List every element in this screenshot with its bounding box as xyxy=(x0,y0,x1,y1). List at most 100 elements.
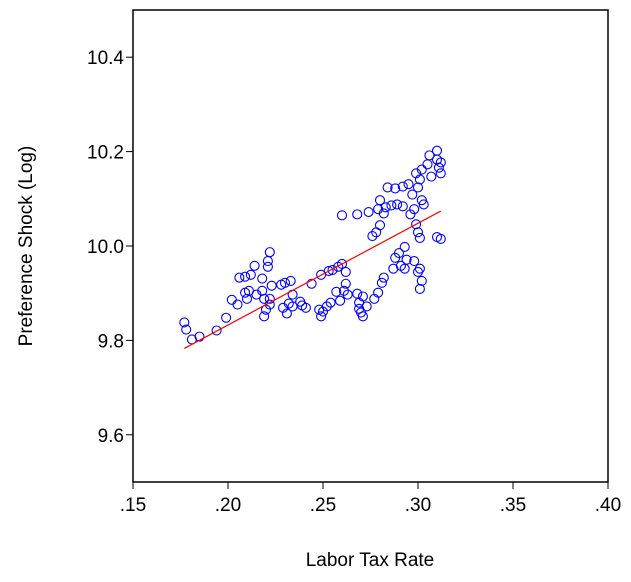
y-tick-label: 10.4 xyxy=(87,48,124,69)
scatter-point xyxy=(245,269,256,280)
scatter-point xyxy=(257,285,268,296)
scatter-point xyxy=(257,273,268,284)
scatter-point xyxy=(323,265,334,277)
scatter-point xyxy=(373,287,384,298)
scatter-point xyxy=(367,231,378,242)
scatter-point xyxy=(241,293,253,304)
scatter-point xyxy=(234,272,245,283)
scatter-point xyxy=(259,311,270,322)
scatter-point xyxy=(431,145,443,156)
scatter-point xyxy=(194,331,205,342)
scatter-point xyxy=(426,171,437,182)
scatter-point xyxy=(300,302,311,313)
scatter-point xyxy=(414,232,425,244)
scatter-point xyxy=(378,272,389,283)
y-tick-label: 9.6 xyxy=(98,426,124,447)
scatter-point xyxy=(251,289,262,300)
scatter-point xyxy=(397,201,408,212)
scatter-point xyxy=(386,200,397,211)
scatter-point xyxy=(435,168,446,179)
scatter-point xyxy=(221,312,232,323)
scatter-point xyxy=(407,189,418,200)
y-tick-label: 9.8 xyxy=(98,331,124,352)
scatter-point xyxy=(409,256,420,267)
scatter-point xyxy=(179,317,190,328)
scatter-point xyxy=(412,266,424,278)
scatter-point xyxy=(259,293,270,304)
scatter-point xyxy=(380,202,391,213)
scatter-point xyxy=(266,280,277,291)
scatter-point xyxy=(378,208,389,219)
scatter-point xyxy=(374,220,386,231)
x-tick-label: .20 xyxy=(215,495,241,516)
scatter-point xyxy=(401,254,412,265)
scatter-point xyxy=(321,301,332,312)
scatter-point xyxy=(414,263,425,274)
scatter-point xyxy=(363,206,374,218)
scatter-point xyxy=(232,299,243,310)
scatter-point xyxy=(306,278,317,289)
scatter-point xyxy=(433,162,444,173)
scatter-point xyxy=(352,209,363,220)
scatter-point xyxy=(249,260,260,271)
scatter-point xyxy=(409,204,420,215)
scatter-point xyxy=(392,199,403,210)
scatter-point xyxy=(181,324,192,335)
x-tick-label: .30 xyxy=(405,495,431,516)
scatter-point xyxy=(357,311,368,322)
scatter-point xyxy=(316,311,327,322)
scatter-point xyxy=(336,210,348,221)
x-tick-label: .35 xyxy=(500,495,526,516)
scatter-point xyxy=(435,157,446,168)
scatter-point xyxy=(342,289,353,300)
fit-line xyxy=(184,210,442,349)
y-axis-label: Preference Shock (Log) xyxy=(16,146,37,347)
scatter-point xyxy=(416,164,427,175)
scatter-point xyxy=(327,265,338,276)
scatter-point xyxy=(317,306,329,317)
scatter-point xyxy=(331,286,342,297)
scatter-point xyxy=(424,150,435,161)
scatter-point xyxy=(285,275,296,286)
scatter-point xyxy=(336,258,348,269)
scatter-point xyxy=(262,261,273,272)
scatter-point xyxy=(376,277,387,288)
scatter-point xyxy=(340,266,351,278)
scatter-point xyxy=(403,179,414,190)
scatter-point xyxy=(405,209,416,220)
scatter-point xyxy=(414,174,425,185)
scatter-point xyxy=(390,183,401,194)
scatter-point xyxy=(416,275,427,286)
scatter-point xyxy=(374,195,386,206)
scatter-point xyxy=(340,278,351,289)
x-tick-label: .15 xyxy=(120,495,146,516)
scatter-point xyxy=(287,301,298,312)
scatter-point xyxy=(226,294,237,305)
scatter-point xyxy=(279,277,291,288)
x-tick-label: .40 xyxy=(595,495,621,516)
scatter-point xyxy=(352,288,363,299)
y-tick-label: 10.0 xyxy=(87,237,124,258)
x-axis-label: Labor Tax Rate xyxy=(306,550,435,571)
scatter-point xyxy=(418,199,429,210)
scatter-point xyxy=(397,181,408,192)
scatter-point xyxy=(338,285,349,296)
scatter-point xyxy=(412,227,424,238)
scatter-point xyxy=(382,182,393,193)
plot-frame xyxy=(132,9,609,483)
scatter-point xyxy=(414,283,425,295)
scatter-point xyxy=(240,271,251,282)
scatter-point xyxy=(361,301,372,312)
y-tick-label: 10.2 xyxy=(87,143,124,164)
scatter-point xyxy=(422,159,433,170)
scatter-point xyxy=(281,308,292,319)
scatter-point xyxy=(411,219,422,230)
scatter-point xyxy=(399,241,410,252)
scatter-point xyxy=(412,182,424,193)
x-tick-label: .25 xyxy=(310,495,336,516)
scatter-point xyxy=(264,293,275,304)
scatter-point xyxy=(393,248,405,259)
scatter-point xyxy=(262,256,273,267)
